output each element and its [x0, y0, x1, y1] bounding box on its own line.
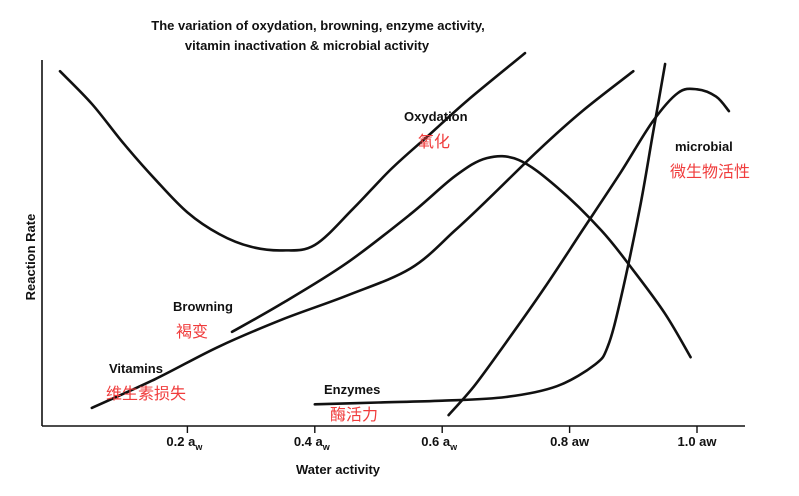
- enzymes-curve: [313, 62, 667, 406]
- chart-title-line-2: vitamin inactivation & microbial activit…: [185, 38, 430, 53]
- y-axis-label: Reaction Rate: [23, 214, 38, 301]
- x-tick-label: 0.6 aw: [421, 434, 458, 452]
- chart-title-line-1: The variation of oxydation, browning, en…: [151, 18, 484, 33]
- browning-label: Browning: [173, 299, 233, 314]
- vitamins-label: Vitamins: [109, 361, 163, 376]
- enzymes-label-cn: 酶活力: [330, 405, 378, 424]
- browning-label-cn: 褐变: [176, 322, 208, 341]
- x-tick-label: 0.2 aw: [166, 434, 203, 452]
- microbial-curve: [447, 87, 731, 417]
- browning-curve: [230, 154, 692, 359]
- x-ticks: 0.2 aw 0.4 aw 0.6 aw 0.8 aw 1.0 aw: [166, 426, 717, 452]
- enzymes-label: Enzymes: [324, 382, 380, 397]
- x-axis-label: Water activity: [296, 462, 381, 477]
- x-tick-label: 0.8 aw: [550, 434, 590, 449]
- curve-labels: Oxydation 氧化 Browning 褐变 Vitamins 维生素损失 Enzyme…: [106, 109, 750, 424]
- oxydation-label-cn: 氧化: [418, 132, 450, 151]
- microbial-label: microbial: [675, 139, 733, 154]
- oxydation-curve: [58, 51, 527, 252]
- oxydation-label: Oxydation: [404, 109, 468, 124]
- x-tick-label: 0.4 aw: [294, 434, 331, 452]
- vitamins-curve: [90, 69, 635, 410]
- microbial-label-cn: 微生物活性: [670, 162, 750, 181]
- vitamins-label-cn: 维生素损失: [106, 384, 186, 403]
- chart-title: The variation of oxydation, browning, en…: [151, 18, 484, 53]
- axes: [41, 60, 745, 427]
- x-tick-label: 1.0 aw: [677, 434, 717, 449]
- curves: [58, 51, 731, 417]
